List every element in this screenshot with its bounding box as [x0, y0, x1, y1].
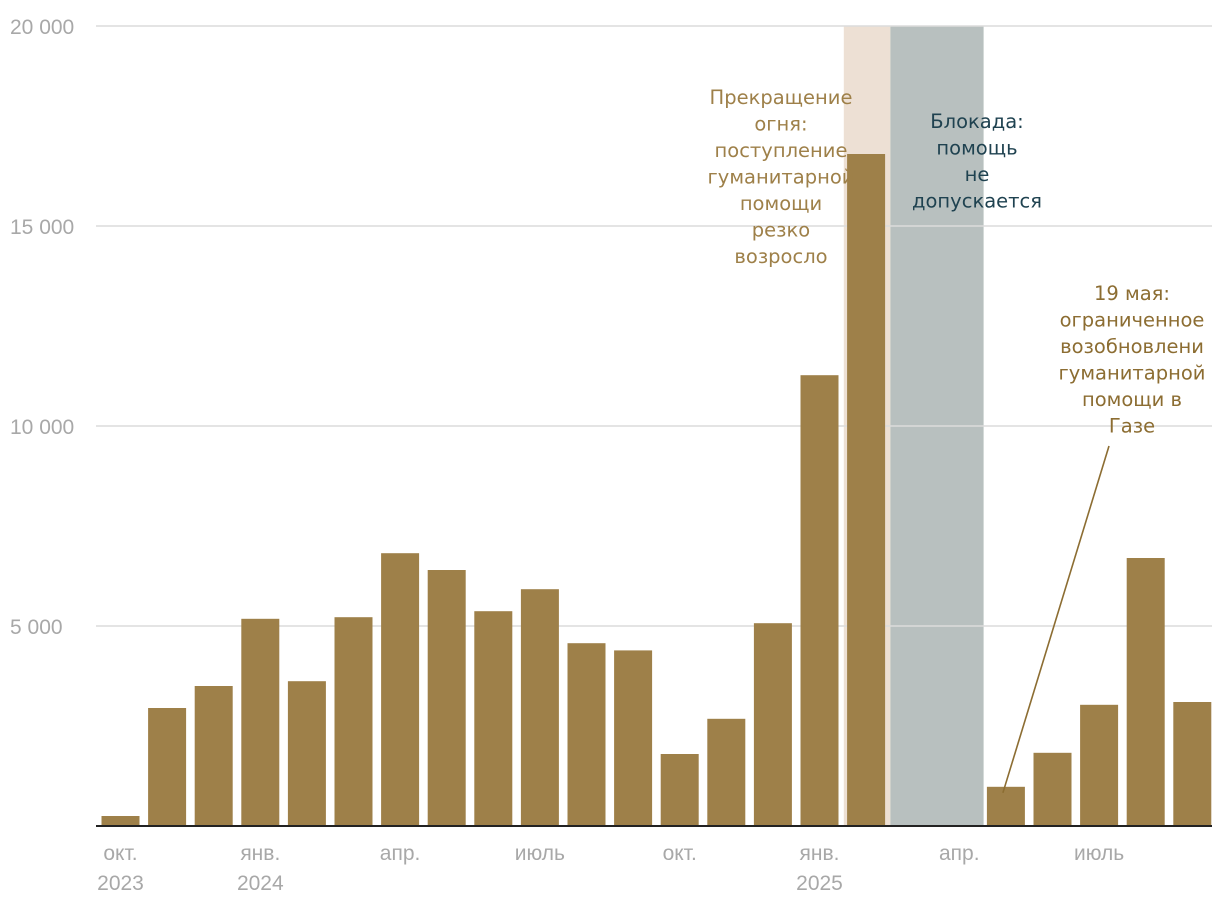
bar-2023-12 — [194, 686, 233, 826]
ceasefire-annotation-line: Прекращение — [710, 86, 853, 109]
bar-2024-03 — [334, 617, 373, 826]
bar-2024-08 — [567, 643, 606, 826]
may19-annotation-line: ограниченное — [1060, 309, 1205, 332]
ceasefire-annotation-line: помощи — [740, 192, 822, 215]
bars — [101, 154, 1212, 826]
x-tick-year-label: 2025 — [796, 872, 843, 895]
bar-2025-01 — [800, 375, 839, 826]
blockade-annotation-line: не — [965, 163, 990, 186]
blockade-annotation-line: допускается — [912, 190, 1042, 213]
bar-2024-09 — [614, 650, 653, 826]
x-tick-label: июль — [1074, 842, 1124, 865]
ceasefire-annotation-line: поступление — [715, 139, 848, 162]
bar-2025-06 — [1033, 752, 1072, 826]
bar-2023-10 — [101, 816, 140, 826]
bar-2023-11 — [148, 708, 187, 826]
bar-2024-12 — [753, 623, 792, 826]
ceasefire-annotation-line: резко — [752, 219, 810, 242]
bar-2024-06 — [474, 611, 513, 826]
x-tick-label: апр. — [939, 842, 980, 865]
gridlines: 5 000 10 000 15 000 20 000 — [10, 16, 1212, 639]
x-tick-label: апр. — [380, 842, 421, 865]
x-axis-labels: окт. 2023 янв. 2024 апр. июль окт. янв. 2025 апр.… — [97, 842, 1124, 895]
bar-2025-08 — [1126, 558, 1165, 826]
y-tick-label: 15 000 — [10, 216, 74, 239]
blockade-annotation-line: Блокада: — [930, 110, 1024, 133]
x-tick-label: окт. — [103, 842, 137, 865]
bar-2024-04 — [381, 553, 420, 826]
x-tick-label: окт. — [663, 842, 697, 865]
bar-2024-01 — [241, 618, 280, 826]
x-tick-year-label: 2023 — [97, 872, 144, 895]
x-tick-label: июль — [515, 842, 565, 865]
bar-2024-05 — [427, 570, 466, 826]
y-tick-label: 10 000 — [10, 416, 74, 439]
ceasefire-annotation-line: огня: — [754, 113, 807, 136]
bar-2024-11 — [707, 718, 746, 826]
bar-2024-07 — [520, 589, 559, 826]
may19-leader-line — [1002, 445, 1110, 794]
ceasefire-annotation-line: гуманитарной — [708, 166, 855, 189]
blockade-annotation-line: помощь — [936, 137, 1017, 160]
x-tick-year-label: 2024 — [237, 872, 284, 895]
bar-2025-02 — [847, 154, 886, 826]
bar-2024-02 — [287, 681, 326, 826]
y-tick-label: 20 000 — [10, 16, 74, 39]
annotations: Прекращение огня: поступление гуманитарной п… — [708, 86, 1206, 794]
x-tick-label: янв. — [240, 842, 280, 865]
bar-2024-10 — [660, 754, 699, 826]
y-tick-label: 5 000 — [10, 616, 63, 639]
bar-2025-07 — [1080, 704, 1119, 826]
may19-annotation-line: гуманитарной — [1059, 362, 1206, 385]
ceasefire-annotation-line: возросло — [734, 245, 827, 268]
may19-annotation-line: помощи в — [1082, 388, 1182, 411]
may19-annotation-line: возобновлени — [1060, 335, 1204, 358]
bar-2025-09 — [1173, 702, 1212, 826]
x-tick-label: янв. — [800, 842, 840, 865]
bar-2025-05 — [986, 786, 1025, 826]
may19-annotation-line: Газе — [1109, 415, 1155, 438]
may19-annotation-line: 19 мая: — [1094, 282, 1170, 305]
